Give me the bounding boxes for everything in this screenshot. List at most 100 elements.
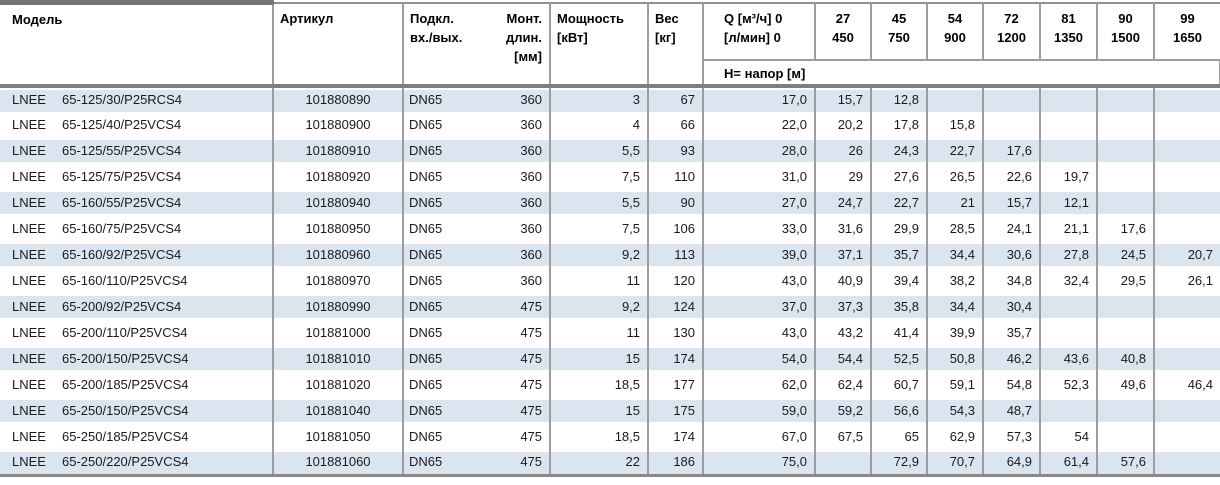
model-brand: LNEE xyxy=(12,351,46,366)
head-value-cell: 57,3 xyxy=(983,423,1042,450)
header-flow-column: 72 1200 xyxy=(983,1,1042,61)
mount-length-cell: 475 xyxy=(491,449,552,477)
head-value-cell: 35,7 xyxy=(983,319,1042,346)
model-spec: 65-160/55/P25VCS4 xyxy=(62,195,182,210)
table-row: LNEE 65-200/185/P25VCS4 101881020 DN65 475 18… xyxy=(0,371,1220,398)
model-spec: 65-250/185/P25VCS4 xyxy=(62,429,189,444)
head-value-cell: 43,6 xyxy=(1040,345,1099,372)
article-cell: 101880970 xyxy=(273,267,404,294)
table-row: LNEE 65-125/30/P25RCS4 101880890 DN65 360 3 67… xyxy=(0,85,1220,112)
head-value-cell: 54,8 xyxy=(983,371,1042,398)
head-value-cell: 49,6 xyxy=(1097,371,1156,398)
model-cell: LNEE 65-250/185/P25VCS4 xyxy=(0,423,274,450)
flow-lmin-value: 900 xyxy=(944,29,966,45)
head-value-cell: 27,8 xyxy=(1040,241,1099,268)
weight-cell: 110 xyxy=(648,163,705,190)
weight-cell: 186 xyxy=(648,449,705,477)
head-value-cell: 28,0 xyxy=(703,137,817,164)
model-cell: LNEE 65-125/55/P25VCS4 xyxy=(0,137,274,164)
mount-length-cell: 475 xyxy=(491,293,552,320)
header-flow-zero: Q [м³/ч] 0 [л/мин] 0 xyxy=(703,1,817,61)
model-spec: 65-200/150/P25VCS4 xyxy=(62,351,189,366)
flow-m3h-value: 45 xyxy=(891,10,907,26)
table-row: LNEE 65-160/75/P25VCS4 101880950 DN65 360 7,5… xyxy=(0,215,1220,242)
head-value-cell: 52,5 xyxy=(871,345,929,372)
table-row: LNEE 65-250/150/P25VCS4 101881040 DN65 475 15… xyxy=(0,397,1220,424)
head-value-cell: 26,1 xyxy=(1187,273,1214,288)
connection-cell: DN65 xyxy=(409,273,443,288)
head-value-cell: 39,0 xyxy=(703,241,817,268)
weight-cell: 106 xyxy=(648,215,705,242)
table-row: LNEE 65-160/55/P25VCS4 101880940 DN65 360 5,5… xyxy=(0,189,1220,216)
power-cell: 18,5 xyxy=(550,423,650,450)
head-value-cell xyxy=(1040,111,1099,138)
header-weight-line1: Вес xyxy=(655,10,679,26)
head-value-cell xyxy=(1154,164,1220,190)
flow-lmin-value: 450 xyxy=(832,29,854,45)
head-value-cell: 61,4 xyxy=(1040,449,1099,477)
mount-length-cell: 360 xyxy=(491,241,552,268)
head-value-cell: 65 xyxy=(871,423,929,450)
mount-length-cell: 475 xyxy=(491,319,552,346)
head-value-cell: 48,7 xyxy=(983,397,1042,424)
article-cell: 101881040 xyxy=(273,397,404,424)
connection-cell: DN65 xyxy=(403,345,491,372)
head-value-cell xyxy=(1154,189,1220,216)
head-value-cell: 38,2 xyxy=(927,267,985,294)
connection-cell: DN65 xyxy=(409,117,443,132)
model-brand: LNEE xyxy=(12,117,46,132)
model-cell: LNEE 65-160/110/P25VCS4 xyxy=(0,267,274,294)
mount-length-cell: 475 xyxy=(491,423,552,450)
head-value-cell: 62,0 xyxy=(703,371,817,398)
head-value-cell xyxy=(1040,397,1099,424)
head-value-cell: 62,4 xyxy=(815,371,873,398)
header-power: Мощность [кВт] xyxy=(550,1,650,88)
head-value-cell: 22,6 xyxy=(983,163,1042,190)
model-cell: LNEE 65-200/150/P25VCS4 xyxy=(0,345,274,372)
model-brand: LNEE xyxy=(12,92,46,107)
head-value-cell: 34,8 xyxy=(983,267,1042,294)
head-value-cell: 39,4 xyxy=(871,267,929,294)
header-power-line1: Мощность xyxy=(557,10,624,26)
header-row-head: H= напор [м] xyxy=(0,58,1220,88)
table-row: LNEE 65-250/220/P25VCS4 101881060 DN65 475 22… xyxy=(0,449,1220,477)
header-connection-line2: вх./вых. xyxy=(410,29,463,45)
connection-cell: DN65 xyxy=(403,137,491,164)
power-cell: 7,5 xyxy=(550,215,650,242)
connection-cell: DN65 xyxy=(409,429,443,444)
flow-lmin-value: 1650 xyxy=(1173,29,1202,45)
head-value-cell: 22,7 xyxy=(927,137,985,164)
power-cell: 4 xyxy=(550,111,650,138)
header-q-lmin: [л/мин] 0 xyxy=(724,29,781,45)
model-brand: LNEE xyxy=(12,273,46,288)
article-cell: 101880950 xyxy=(273,215,404,242)
model-brand: LNEE xyxy=(12,377,46,392)
mount-length-cell: 360 xyxy=(491,111,552,138)
model-spec: 65-200/110/P25VCS4 xyxy=(62,325,188,340)
header-flow-column: 54 900 xyxy=(927,1,985,61)
head-value-cell: 70,7 xyxy=(927,449,985,477)
head-value-cell: 50,8 xyxy=(927,345,985,372)
article-cell: 101881060 xyxy=(273,449,404,477)
table-header: Модель Артикул Подкл. вх./вых. Монт. дли… xyxy=(0,0,1220,88)
head-value-cell: 43,0 xyxy=(703,319,817,346)
head-value-cell: 30,6 xyxy=(983,241,1042,268)
head-value-cell: 40,8 xyxy=(1097,345,1156,372)
head-value-cell: 67,0 xyxy=(703,423,817,450)
power-cell: 18,5 xyxy=(550,371,650,398)
head-value-cell: 27,0 xyxy=(703,189,817,216)
model-brand: LNEE xyxy=(12,325,46,340)
weight-cell: 174 xyxy=(648,345,705,372)
model-cell: LNEE 65-125/30/P25RCS4 xyxy=(0,85,274,112)
head-value-cell: 20,7 xyxy=(1154,241,1220,268)
head-value-cell xyxy=(1097,189,1156,216)
flow-lmin-value: 1350 xyxy=(1054,29,1083,45)
head-value-cell: 64,9 xyxy=(983,449,1042,477)
model-brand: LNEE xyxy=(12,299,46,314)
model-brand: LNEE xyxy=(12,195,46,210)
head-value-cell xyxy=(927,85,985,112)
head-value-cell: 12,1 xyxy=(1040,189,1099,216)
header-weight: Вес [кг] xyxy=(648,1,705,88)
mount-length-cell: 360 xyxy=(491,85,552,112)
model-brand: LNEE xyxy=(12,403,46,418)
